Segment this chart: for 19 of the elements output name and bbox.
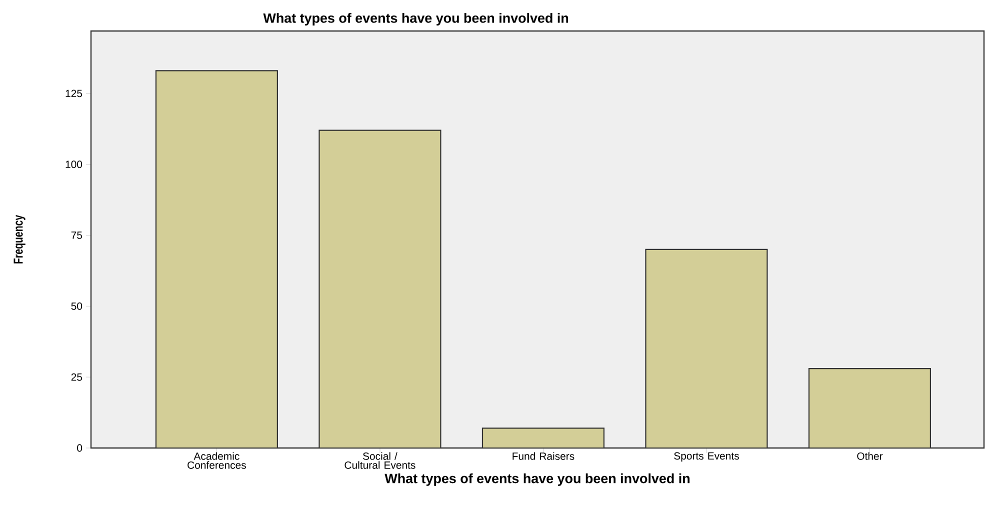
- y-tick-label: 25: [71, 373, 82, 381]
- x-tick-label: Other: [857, 452, 883, 460]
- x-tick-label: Fund Raisers: [512, 452, 574, 460]
- bar: [646, 249, 768, 448]
- x-tick-label: Sports Events: [674, 452, 739, 462]
- y-tick-label: 100: [66, 160, 82, 168]
- y-tick-label: 125: [66, 90, 82, 98]
- bar: [318, 130, 442, 448]
- bar: [482, 428, 604, 448]
- y-tick-label: 50: [71, 302, 82, 310]
- y-axis-title: Frequency: [14, 214, 26, 264]
- x-axis-title: What types of events have you been involved in: [384, 473, 690, 486]
- x-tick-label: Social / Cultural Events: [344, 452, 416, 469]
- y-tick-label: 75: [71, 232, 82, 239]
- y-tick-label: 0: [77, 444, 82, 452]
- chart-title: What types of events have you been involved in: [263, 12, 568, 26]
- bar: [155, 70, 278, 448]
- x-tick-label: Academic Conferences: [188, 452, 246, 469]
- bar: [808, 368, 932, 448]
